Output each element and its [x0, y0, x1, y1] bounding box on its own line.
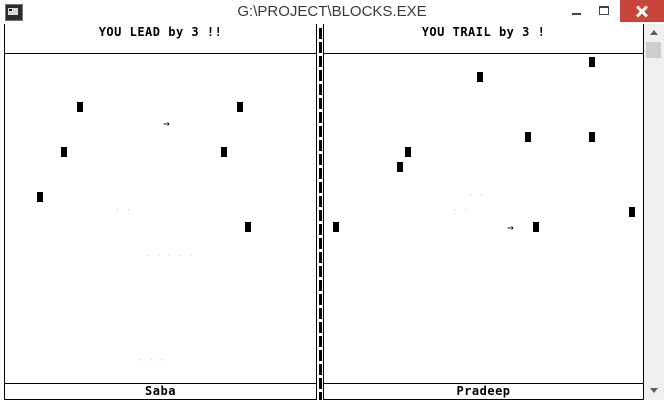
right-footer-line [323, 383, 644, 384]
faint-dots: · · [115, 206, 132, 216]
vertical-scrollbar[interactable] [644, 24, 664, 400]
app-icon[interactable] [5, 4, 23, 21]
right-player-name: Pradeep [456, 384, 511, 398]
right-header-line [323, 53, 644, 54]
right-pointer-arrow: → [507, 221, 514, 234]
left-board [4, 24, 317, 400]
block [77, 102, 83, 112]
scroll-up-arrow-icon[interactable] [646, 24, 662, 41]
block [589, 57, 595, 67]
window-title: G:\PROJECT\BLOCKS.EXE [237, 3, 427, 20]
right-board [323, 24, 644, 400]
scroll-down-arrow-icon[interactable] [646, 382, 662, 399]
console-area: YOU LEAD by 3 !! Saba → · · · · · · · · … [0, 24, 644, 400]
block [237, 102, 243, 112]
minimize-button[interactable] [563, 0, 589, 22]
block [629, 207, 635, 217]
left-header-line [4, 53, 317, 54]
faint-dots: · · · · · [145, 251, 194, 261]
board-divider [319, 28, 322, 400]
block [333, 222, 339, 232]
block [525, 132, 531, 142]
block [589, 132, 595, 142]
block [61, 147, 67, 157]
title-bar[interactable]: G:\PROJECT\BLOCKS.EXE [0, 0, 664, 25]
right-status-message: YOU TRAIL by 3 ! [421, 25, 546, 39]
block [405, 147, 411, 157]
faint-dots: · · [468, 191, 485, 201]
block [221, 147, 227, 157]
close-button[interactable] [620, 0, 664, 22]
block [37, 192, 43, 202]
maximize-button[interactable] [590, 0, 618, 22]
left-player-name: Saba [145, 384, 176, 398]
scrollbar-thumb[interactable] [646, 42, 661, 58]
faint-dots: · · [452, 206, 469, 216]
faint-dots: · · · [138, 356, 166, 366]
block [245, 222, 251, 232]
left-footer-line [4, 383, 317, 384]
left-pointer-arrow: → [163, 117, 170, 130]
block [533, 222, 539, 232]
left-status-message: YOU LEAD by 3 !! [98, 25, 223, 39]
block [397, 162, 403, 172]
block [477, 72, 483, 82]
